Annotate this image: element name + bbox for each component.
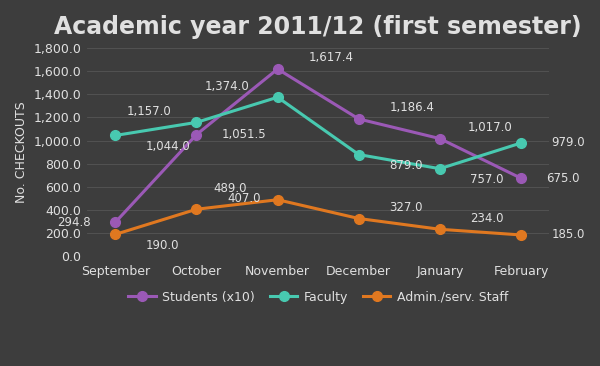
Text: 979.0: 979.0 <box>551 137 585 149</box>
Line: Admin./serv. Staff: Admin./serv. Staff <box>110 195 526 240</box>
Text: 1,186.4: 1,186.4 <box>389 101 434 114</box>
Legend: Students (x10), Faculty, Admin./serv. Staff: Students (x10), Faculty, Admin./serv. St… <box>124 285 513 309</box>
Text: 1,374.0: 1,374.0 <box>205 80 250 93</box>
Students (x10) <box>193 132 200 137</box>
Y-axis label: No. CHECKOUTS: No. CHECKOUTS <box>15 101 28 203</box>
Admin./serv. Staff <box>355 216 362 221</box>
Text: 757.0: 757.0 <box>470 173 504 186</box>
Text: 1,017.0: 1,017.0 <box>467 121 512 134</box>
Faculty <box>436 167 443 171</box>
Text: 185.0: 185.0 <box>551 228 585 242</box>
Students (x10) <box>355 117 362 121</box>
Line: Faculty: Faculty <box>110 92 526 173</box>
Text: 879.0: 879.0 <box>389 159 423 172</box>
Admin./serv. Staff <box>274 198 281 202</box>
Students (x10) <box>112 220 119 224</box>
Text: 294.8: 294.8 <box>57 216 91 229</box>
Text: 1,157.0: 1,157.0 <box>127 105 172 118</box>
Students (x10) <box>436 137 443 141</box>
Line: Students (x10): Students (x10) <box>110 64 526 227</box>
Admin./serv. Staff <box>517 233 524 237</box>
Faculty <box>355 152 362 157</box>
Admin./serv. Staff <box>436 227 443 231</box>
Faculty <box>112 133 119 138</box>
Faculty <box>517 141 524 145</box>
Admin./serv. Staff <box>193 207 200 212</box>
Faculty <box>193 120 200 124</box>
Text: 1,051.5: 1,051.5 <box>221 128 266 141</box>
Students (x10) <box>274 67 281 71</box>
Title: Academic year 2011/12 (first semester): Academic year 2011/12 (first semester) <box>55 15 582 39</box>
Text: 327.0: 327.0 <box>389 201 423 214</box>
Faculty <box>274 95 281 100</box>
Admin./serv. Staff <box>112 232 119 236</box>
Text: 407.0: 407.0 <box>227 192 260 205</box>
Text: 190.0: 190.0 <box>146 239 179 252</box>
Text: 675.0: 675.0 <box>546 172 580 185</box>
Text: 1,617.4: 1,617.4 <box>308 52 353 64</box>
Text: 489.0: 489.0 <box>214 182 247 195</box>
Text: 1,044.0: 1,044.0 <box>146 140 191 153</box>
Students (x10) <box>517 176 524 180</box>
Text: 234.0: 234.0 <box>470 212 504 225</box>
